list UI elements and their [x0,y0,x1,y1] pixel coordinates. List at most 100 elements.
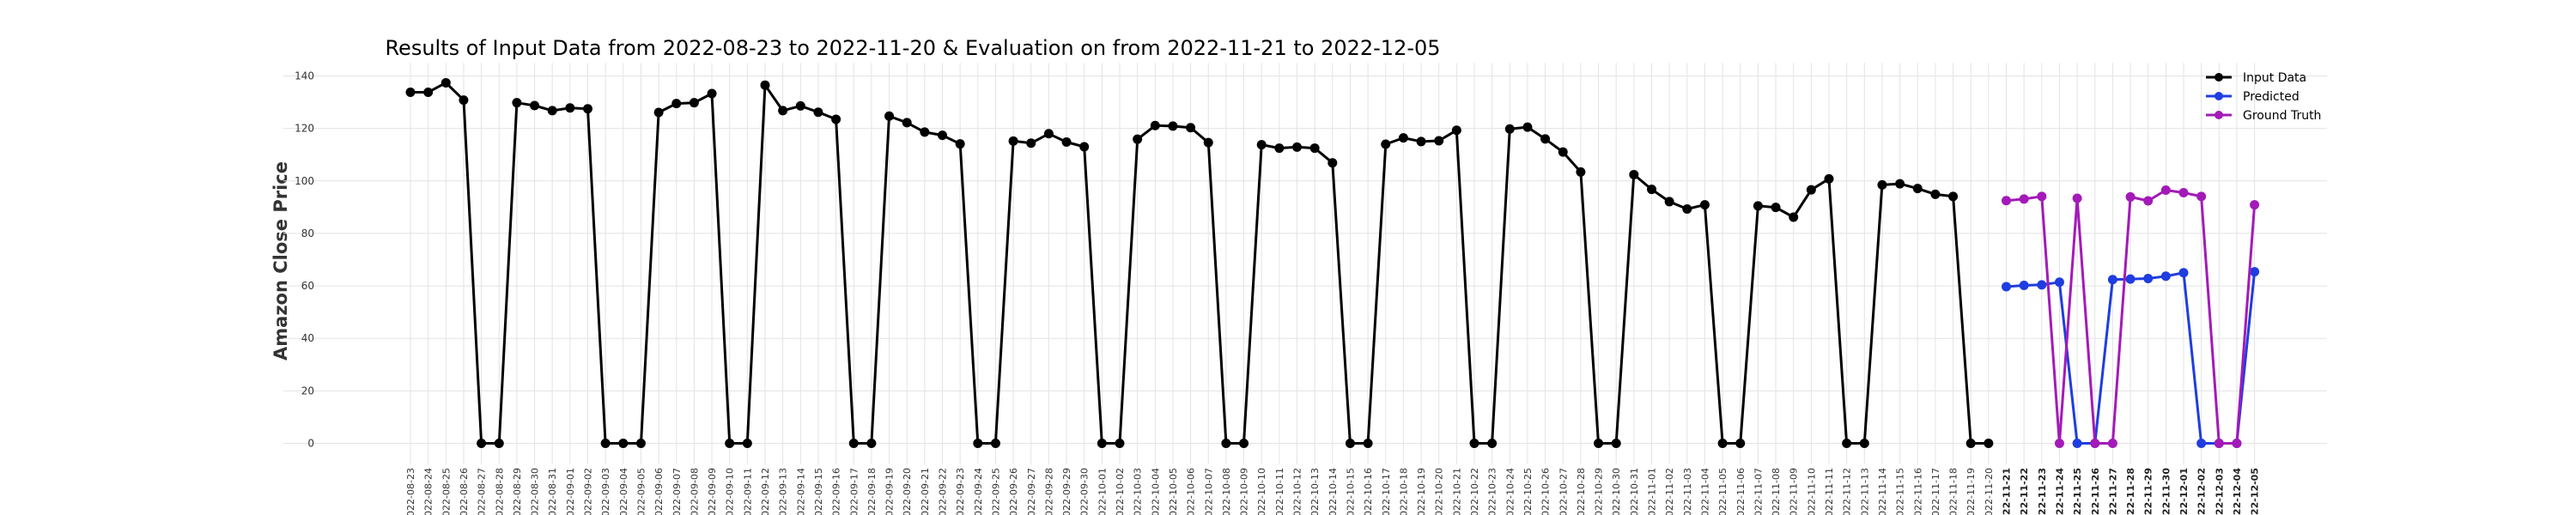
x-tick-label: 2022-10-02 [1115,468,1126,515]
x-tick-label: 2022-09-23 [955,468,966,515]
x-tick-label: 2022-09-20 [902,468,913,515]
data-point [618,439,629,448]
data-point [1256,140,1267,150]
x-tick-label: 2022-11-14 [1877,468,1888,515]
data-point [1079,142,1090,152]
data-point [831,114,841,124]
x-tick-label: 2022-12-02 [2196,468,2208,515]
x-tick-label: 2022-10-01 [1097,468,1108,515]
legend-label: Predicted [2243,90,2300,104]
data-point [1026,138,1036,148]
data-point [1912,184,1923,194]
x-tick-label: 2022-11-01 [1647,468,1658,515]
x-tick-label: 2022-08-26 [459,468,470,515]
data-point [2072,439,2082,448]
data-point [1363,439,1373,448]
x-tick-label: 2022-11-17 [1930,468,1941,515]
data-point [2090,439,2100,448]
y-tick-label: 60 [301,280,314,292]
data-point [1611,439,1621,448]
x-tick-label: 2022-11-26 [2090,468,2101,515]
data-point [1309,143,1320,154]
x-tick-label: 2022-11-09 [1789,468,1800,515]
data-point [1984,439,1994,448]
data-point [2214,439,2224,448]
x-tick-label: 2022-09-19 [884,468,896,515]
data-point [1824,173,1834,184]
x-axis-ticks: 2022-08-23 2022-08-24 2022-08-25 2022-08-26… [405,468,2261,515]
data-point [848,439,859,448]
y-tick-label: 140 [295,70,314,82]
x-tick-label: 2022-11-18 [1948,468,1959,515]
x-tick-label: 2022-08-28 [494,468,505,515]
x-tick-label: 2022-09-05 [635,468,647,515]
x-tick-label: 2022-09-29 [1061,468,1072,515]
x-tick-label: 2022-10-08 [1221,468,1232,515]
x-tick-label: 2022-10-19 [1416,468,1427,515]
data-point [884,111,895,121]
x-tick-label: 2022-10-25 [1522,468,1534,515]
data-point [2143,196,2154,206]
x-tick-label: 2022-10-03 [1133,468,1144,515]
x-tick-label: 2022-10-09 [1239,468,1250,515]
data-point [405,87,416,97]
x-tick-label: 2022-10-18 [1398,468,1409,515]
data-point [1576,167,1586,177]
data-point [1789,212,1799,222]
x-tick-label: 2022-09-21 [920,468,931,515]
data-point [795,100,805,111]
x-tick-label: 2022-10-14 [1327,468,1339,515]
x-tick-label: 2022-11-21 [2002,468,2013,515]
data-point [1221,439,1231,448]
data-point [813,107,823,118]
x-tick-label: 2022-11-12 [1842,468,1853,515]
x-tick-label: 2022-11-11 [1824,468,1835,515]
x-tick-label: 2022-09-07 [671,468,683,515]
x-tick-label: 2022-11-05 [1717,468,1728,515]
x-tick-label: 2022-10-26 [1540,468,1552,515]
data-point [512,98,522,108]
data-point [866,439,877,448]
data-point [2196,191,2207,202]
data-point [530,100,540,111]
x-tick-label: 2022-08-24 [423,468,434,515]
y-tick-label: 0 [307,438,314,450]
data-point [671,99,682,109]
data-point [760,80,770,90]
data-point [423,87,434,97]
data-point [742,439,752,448]
data-point [565,103,575,113]
data-point [1115,439,1125,448]
x-tick-label: 2022-09-09 [707,468,718,515]
data-point [2125,191,2136,202]
data-point [990,439,1000,448]
x-tick-label: 2022-10-06 [1186,468,1197,515]
x-tick-label: 2022-11-04 [1699,468,1710,515]
x-tick-label: 2022-12-01 [2178,468,2190,515]
legend-marker [2215,111,2223,119]
x-tick-label: 2022-10-13 [1309,468,1321,515]
data-point [653,107,664,118]
x-tick-label: 2022-10-24 [1504,468,1516,515]
data-point [547,106,557,116]
x-tick-label: 2022-09-15 [813,468,824,515]
y-tick-label: 20 [301,385,314,397]
data-point [1735,439,1746,448]
x-tick-label: 2022-10-17 [1381,468,1392,515]
data-point [1806,185,1816,195]
x-tick-label: 2022-10-27 [1558,468,1569,515]
x-tick-label: 2022-09-03 [600,468,611,515]
x-tick-label: 2022-09-24 [973,468,984,515]
x-tick-label: 2022-12-04 [2232,468,2243,515]
x-tick-label: 2022-10-29 [1594,468,1605,515]
data-point [1345,439,1355,448]
data-point [2232,439,2242,448]
x-tick-label: 2022-10-12 [1292,468,1303,515]
data-point [1877,179,1887,190]
data-point [689,98,699,108]
data-point [1133,134,1143,144]
series-input-data [405,77,1994,448]
data-point [2178,268,2189,278]
series-layer [405,77,2260,448]
data-point [1469,439,1479,448]
